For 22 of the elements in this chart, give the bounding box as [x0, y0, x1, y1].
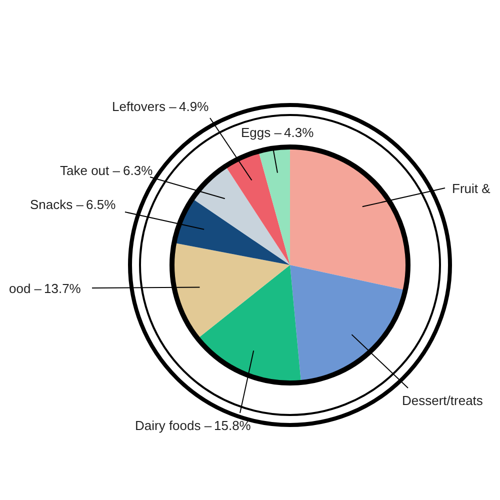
data-label: 4.9%	[179, 99, 210, 114]
pie-slice	[290, 147, 408, 290]
data-label: 6.3%	[123, 163, 154, 178]
pie-slice	[226, 151, 290, 265]
slice-label: Eggs –	[241, 125, 282, 140]
pie-slice	[174, 198, 290, 265]
slice-label: Snacks –	[30, 197, 84, 212]
slice-label: Leftovers –	[112, 99, 178, 114]
slice-label: Fruit &	[452, 181, 491, 196]
slice-label: ood –	[9, 281, 42, 296]
data-label: 6.5%	[86, 197, 116, 212]
pie-slice	[192, 166, 290, 265]
slice-label: Dessert/treats	[402, 393, 484, 408]
slice-label: Take out –	[60, 163, 121, 178]
data-label: 15.8%	[214, 418, 252, 433]
pie-slice	[172, 242, 290, 338]
pie-slice	[290, 265, 406, 382]
pie-slice	[198, 265, 302, 383]
data-label: 4.3%	[284, 125, 314, 140]
slice-label: Dairy foods –	[135, 418, 212, 433]
data-label: 13.7%	[44, 281, 82, 296]
pie-slice	[258, 147, 290, 265]
